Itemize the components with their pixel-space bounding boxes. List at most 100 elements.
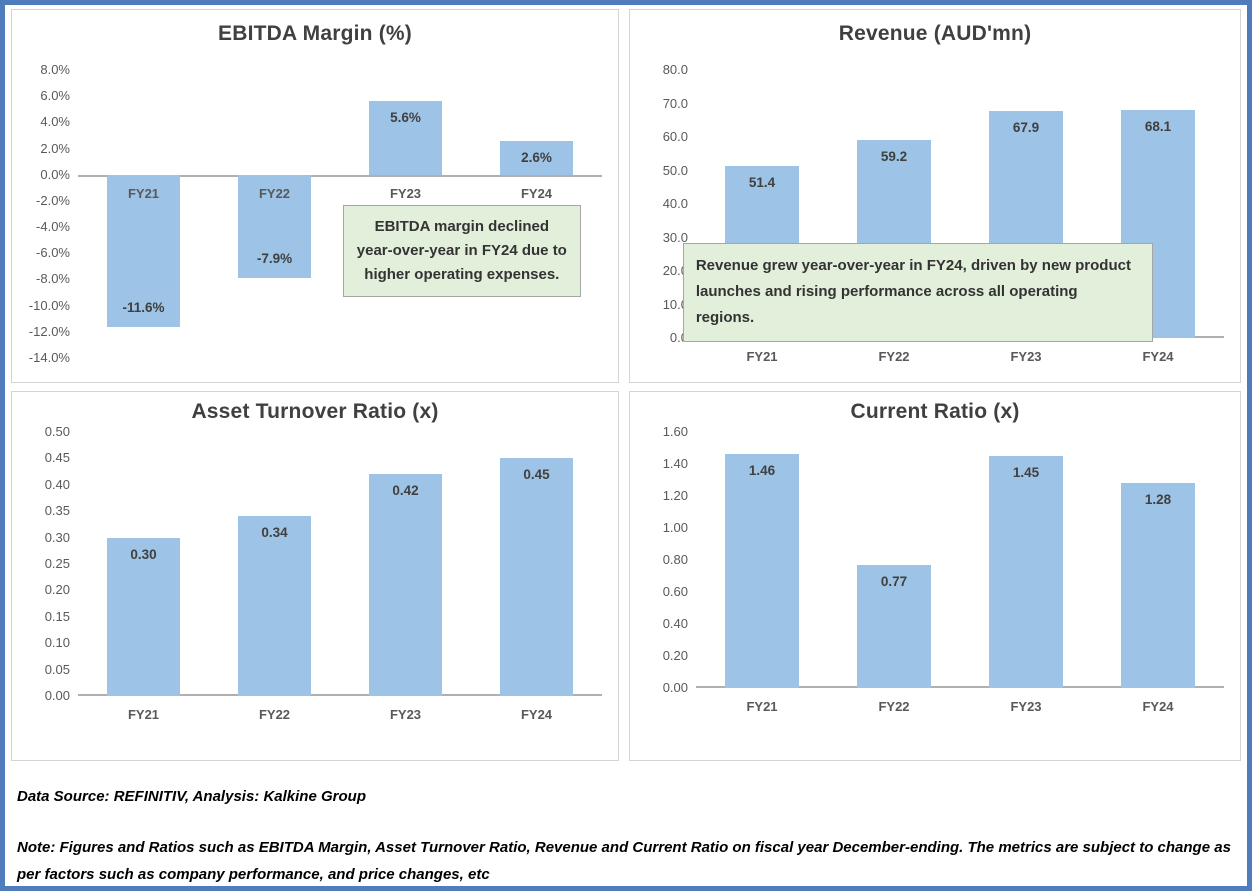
y-tick-label: 80.0 bbox=[662, 62, 688, 77]
bar-value-label: 0.34 bbox=[261, 525, 288, 541]
revenue-chart-panel: Revenue (AUD'mn) 80.0 70.0 60.0 50.0 40.0 30.… bbox=[629, 9, 1241, 383]
x-category-label: FY22 bbox=[258, 707, 291, 722]
y-tick-label: -4.0% bbox=[36, 219, 70, 235]
y-tick-label: 8.0% bbox=[40, 62, 70, 77]
x-category-label: FY24 bbox=[1142, 349, 1174, 364]
y-tick-label: -12.0% bbox=[28, 323, 70, 339]
bar-value-label: -11.6% bbox=[122, 299, 165, 315]
bar-fy24 bbox=[499, 458, 574, 696]
x-category-label: FY24 bbox=[520, 707, 553, 722]
chart-title: Revenue (AUD'mn) bbox=[838, 22, 1032, 45]
y-tick-label: 4.0% bbox=[40, 114, 70, 130]
x-axis-line bbox=[78, 174, 602, 177]
bar-value-label: -7.9% bbox=[256, 251, 293, 267]
plot-area: EBITDA margin declined year-over-year in… bbox=[78, 70, 602, 358]
y-tick-label: 0.00 bbox=[44, 688, 70, 703]
plot-area: 1.46 FY21 0.77 FY22 1.45 FY23 1.28 FY24 bbox=[696, 432, 1224, 714]
bar-value-label: 68.1 bbox=[1144, 118, 1172, 134]
y-tick-label: -8.0% bbox=[36, 271, 70, 287]
y-tick-label: 2.0% bbox=[40, 140, 70, 156]
y-axis: 1.60 1.40 1.20 1.00 0.80 0.60 0.40 0.20 0.00 bbox=[638, 424, 696, 695]
bar-fy23 bbox=[989, 456, 1063, 688]
y-tick-label: 1.60 bbox=[662, 424, 688, 439]
x-category-label: FY23 bbox=[1010, 349, 1042, 364]
x-category-label: FY24 bbox=[1142, 699, 1174, 714]
y-tick-label: -14.0% bbox=[28, 350, 70, 365]
bar-value-label: 1.45 bbox=[1012, 465, 1040, 480]
bar-value-label: 67.9 bbox=[1012, 119, 1040, 135]
chart-title: EBITDA Margin (%) bbox=[218, 22, 412, 45]
y-tick-label: 40.0 bbox=[662, 196, 688, 211]
x-category-label: FY21 bbox=[127, 185, 160, 201]
bar-value-label: 0.77 bbox=[880, 573, 908, 589]
y-tick-label: 0.20 bbox=[662, 648, 688, 663]
y-tick-label: 0.45 bbox=[44, 450, 70, 466]
bar-value-label: 5.6% bbox=[390, 110, 421, 126]
ebitda-margin-chart-panel: EBITDA Margin (%) 8.0% 6.0% 4.0% 2.0% 0.0% -2… bbox=[11, 9, 619, 383]
y-tick-label: 0.60 bbox=[662, 584, 688, 599]
chart-title: Current Ratio (x) bbox=[850, 400, 1020, 423]
y-tick-label: 1.00 bbox=[662, 520, 688, 535]
y-tick-label: 0.40 bbox=[44, 476, 70, 492]
y-tick-label: 6.0% bbox=[40, 88, 70, 104]
current-ratio-chart-panel: Current Ratio (x) 1.60 1.40 1.20 1.00 0.80 0.… bbox=[629, 391, 1241, 761]
bar-fy23 bbox=[368, 474, 443, 696]
x-category-label: FY23 bbox=[389, 707, 422, 722]
y-tick-label: 0.80 bbox=[662, 552, 688, 567]
plot-area: 0.30 FY21 0.34 FY22 0.42 FY23 0.45 FY24 bbox=[78, 432, 602, 722]
y-tick-label: -6.0% bbox=[36, 245, 70, 261]
y-tick-label: 20.0 bbox=[662, 263, 688, 278]
data-source-note: Data Source: REFINITIV, Analysis: Kalkin… bbox=[17, 788, 366, 805]
footer: Data Source: REFINITIV, Analysis: Kalkin… bbox=[17, 783, 1235, 886]
bar-fy22 bbox=[857, 564, 931, 688]
chart-body: 80.0 70.0 60.0 50.0 40.0 30.0 20.0 10.0 0.0 Reve… bbox=[630, 62, 1240, 364]
x-category-label: FY22 bbox=[258, 185, 291, 201]
bar-value-label: 1.46 bbox=[748, 463, 776, 479]
bar-fy23 bbox=[368, 101, 443, 175]
x-category-label: FY21 bbox=[746, 699, 778, 714]
y-tick-label: 70.0 bbox=[662, 95, 688, 111]
x-axis-line bbox=[78, 694, 602, 696]
y-tick-label: 0.0% bbox=[40, 166, 70, 182]
x-category-label: FY23 bbox=[1010, 699, 1042, 714]
bar-fy21 bbox=[106, 537, 181, 696]
y-tick-label: 1.40 bbox=[662, 456, 688, 471]
bar-value-label: 1.28 bbox=[1144, 492, 1172, 508]
bar-fy24 bbox=[1121, 483, 1195, 688]
bar-fy21 bbox=[725, 454, 799, 688]
y-tick-label: 30.0 bbox=[662, 229, 688, 245]
x-category-label: FY24 bbox=[520, 185, 553, 201]
charts-grid: EBITDA Margin (%) 8.0% 6.0% 4.0% 2.0% 0.0% -2… bbox=[11, 9, 1241, 761]
y-tick-label: 0.35 bbox=[44, 503, 70, 519]
y-axis: 8.0% 6.0% 4.0% 2.0% 0.0% -2.0% -4.0% -6.0% -8.0%… bbox=[20, 62, 78, 365]
y-axis: 0.50 0.45 0.40 0.35 0.30 0.25 0.20 0.15 0.10 0.05… bbox=[20, 424, 78, 703]
bar-value-label: 0.42 bbox=[392, 483, 419, 499]
y-tick-label: 0.15 bbox=[44, 608, 70, 624]
asset-turnover-chart-panel: Asset Turnover Ratio (x) 0.50 0.45 0.40 0.3… bbox=[11, 391, 619, 761]
y-tick-label: 1.20 bbox=[662, 488, 688, 503]
bar-fy21 bbox=[106, 174, 181, 327]
x-category-label: FY21 bbox=[127, 707, 160, 722]
bar-fy22 bbox=[237, 516, 312, 696]
y-tick-label: -10.0% bbox=[28, 297, 70, 313]
y-tick-label: 0.05 bbox=[44, 661, 70, 677]
bar-value-label: 0.30 bbox=[130, 546, 157, 562]
x-category-label: FY22 bbox=[878, 349, 910, 364]
annotation-box: Revenue grew year-over-year in FY24, dri… bbox=[682, 242, 1153, 342]
annotation-box: EBITDA margin declined year-over-year in… bbox=[342, 205, 582, 298]
bar-value-label: 0.45 bbox=[523, 467, 550, 483]
bar-value-label: 51.4 bbox=[748, 174, 776, 190]
x-category-label: FY21 bbox=[746, 349, 778, 364]
chart-body: 0.50 0.45 0.40 0.35 0.30 0.25 0.20 0.15 0.10 0.05… bbox=[12, 424, 618, 722]
y-tick-label: 60.0 bbox=[662, 129, 688, 144]
y-tick-label: 0.10 bbox=[44, 635, 70, 651]
x-category-label: FY22 bbox=[878, 699, 910, 714]
y-tick-label: 0.30 bbox=[44, 529, 70, 545]
bar-fy24 bbox=[499, 140, 574, 175]
bar-value-label: 2.6% bbox=[521, 149, 552, 165]
chart-body: 8.0% 6.0% 4.0% 2.0% 0.0% -2.0% -4.0% -6.0% -8.0%… bbox=[12, 62, 618, 365]
y-tick-label: 0.40 bbox=[662, 616, 688, 631]
y-tick-label: 0.25 bbox=[44, 556, 70, 571]
plot-area: Revenue grew year-over-year in FY24, dri… bbox=[682, 70, 1224, 364]
